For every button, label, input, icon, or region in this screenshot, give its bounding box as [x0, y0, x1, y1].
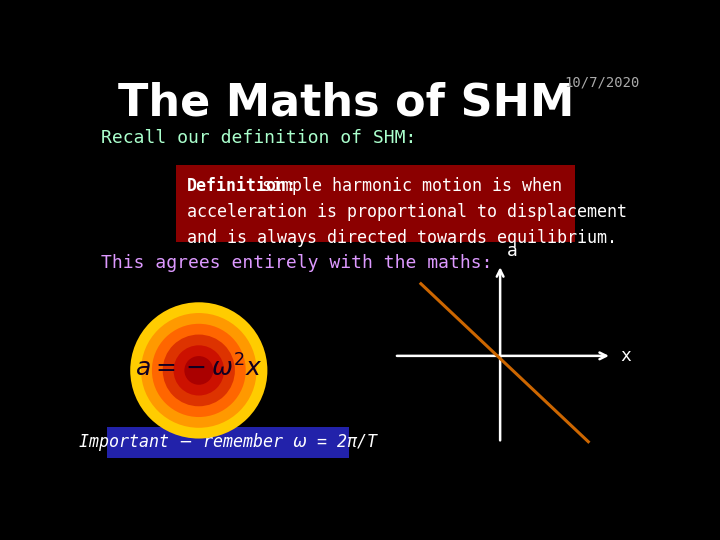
- Ellipse shape: [130, 302, 267, 438]
- FancyBboxPatch shape: [107, 427, 349, 458]
- Polygon shape: [152, 322, 246, 418]
- Text: $a = -\omega^2x$: $a = -\omega^2x$: [135, 355, 263, 382]
- Ellipse shape: [184, 356, 213, 385]
- Text: This agrees entirely with the maths:: This agrees entirely with the maths:: [101, 254, 492, 272]
- Text: The Maths of SHM: The Maths of SHM: [119, 82, 575, 124]
- Text: acceleration is proportional to displacement: acceleration is proportional to displace…: [186, 203, 626, 221]
- Ellipse shape: [163, 335, 235, 406]
- Text: 10/7/2020: 10/7/2020: [564, 75, 639, 89]
- Ellipse shape: [141, 313, 256, 428]
- Ellipse shape: [174, 345, 224, 395]
- Text: Important $-$ remember $\omega$ = 2$\pi$/T: Important $-$ remember $\omega$ = 2$\pi$…: [78, 431, 379, 453]
- Text: simple harmonic motion is when: simple harmonic motion is when: [253, 177, 562, 195]
- FancyBboxPatch shape: [176, 165, 575, 241]
- Text: a: a: [507, 242, 518, 260]
- Text: x: x: [620, 347, 631, 365]
- Ellipse shape: [152, 324, 246, 417]
- Text: Definition:: Definition:: [186, 177, 297, 195]
- Text: Recall our definition of SHM:: Recall our definition of SHM:: [101, 129, 417, 147]
- Text: and is always directed towards equilibrium.: and is always directed towards equilibri…: [186, 228, 616, 247]
